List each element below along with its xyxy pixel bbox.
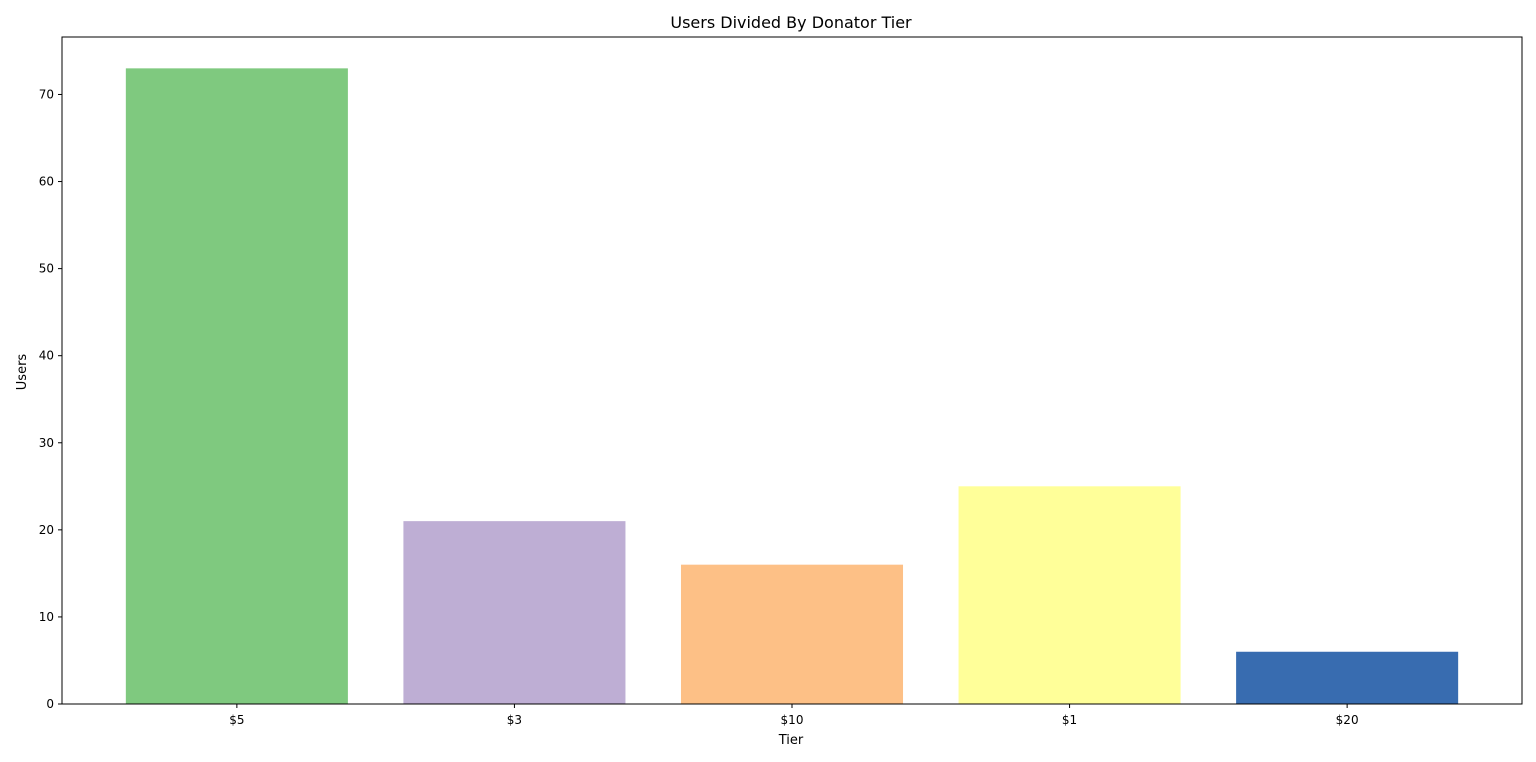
y-tick-label: 40 (39, 349, 54, 363)
y-tick-label: 60 (39, 175, 54, 189)
y-tick-label: 30 (39, 436, 54, 450)
chart-title: Users Divided By Donator Tier (670, 13, 912, 32)
y-tick-label: 50 (39, 262, 54, 276)
y-tick-label: 0 (46, 697, 54, 711)
bar-0 (125, 68, 348, 704)
x-tick-label: $5 (229, 713, 244, 727)
bar-4 (1236, 651, 1459, 704)
bar-3 (958, 486, 1181, 704)
x-tick-label: $3 (507, 713, 522, 727)
y-tick-label: 20 (39, 523, 54, 537)
x-tick-label: $10 (781, 713, 804, 727)
plot-area: $5 $3 $10 $1 $20 0 10 20 30 40 50 60 70 (39, 36, 1523, 727)
bar-2 (680, 564, 904, 704)
x-tick-label: $20 (1336, 713, 1359, 727)
y-axis-label: Users (15, 354, 30, 391)
bar-1 (403, 521, 626, 704)
y-tick-label: 10 (39, 610, 54, 624)
y-tick-label: 70 (39, 87, 54, 101)
plot-frame (61, 36, 1523, 705)
x-tick-label: $1 (1062, 713, 1077, 727)
x-axis-label: Tier (778, 733, 804, 748)
